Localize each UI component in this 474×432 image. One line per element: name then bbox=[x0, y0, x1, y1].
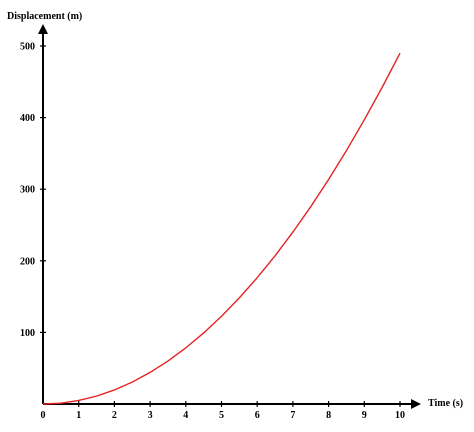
displacement-curve bbox=[42, 52, 401, 405]
y-tick-label: 300 bbox=[20, 185, 35, 196]
x-tick-label: 9 bbox=[362, 410, 367, 421]
y-tick-label: 100 bbox=[20, 328, 35, 339]
x-tick-label: 1 bbox=[76, 410, 81, 421]
y-tick-label: 500 bbox=[20, 42, 35, 53]
x-tick-label: 10 bbox=[395, 410, 405, 421]
ticks: 0 1 2 3 4 5 6 7 8 9 10 100 200 300 400 500 bbox=[20, 42, 405, 422]
series-layer bbox=[42, 52, 401, 405]
x-tick-label: 2 bbox=[112, 410, 117, 421]
x-tick-label: 7 bbox=[290, 410, 295, 421]
x-axis-arrow bbox=[411, 399, 421, 409]
x-axis-title: Time (s) bbox=[428, 398, 463, 409]
y-axis-title: Displacement (m) bbox=[7, 11, 82, 22]
x-tick-label: 5 bbox=[219, 410, 224, 421]
y-tick-label: 200 bbox=[20, 256, 35, 267]
axes bbox=[38, 24, 421, 409]
y-axis-arrow bbox=[38, 24, 48, 34]
x-tick-label: 6 bbox=[255, 410, 260, 421]
y-tick-label: 400 bbox=[20, 113, 35, 124]
x-tick-label: 8 bbox=[326, 410, 331, 421]
x-tick-label: 3 bbox=[148, 410, 153, 421]
x-tick-label: 0 bbox=[41, 410, 46, 421]
x-tick-label: 4 bbox=[183, 410, 188, 421]
